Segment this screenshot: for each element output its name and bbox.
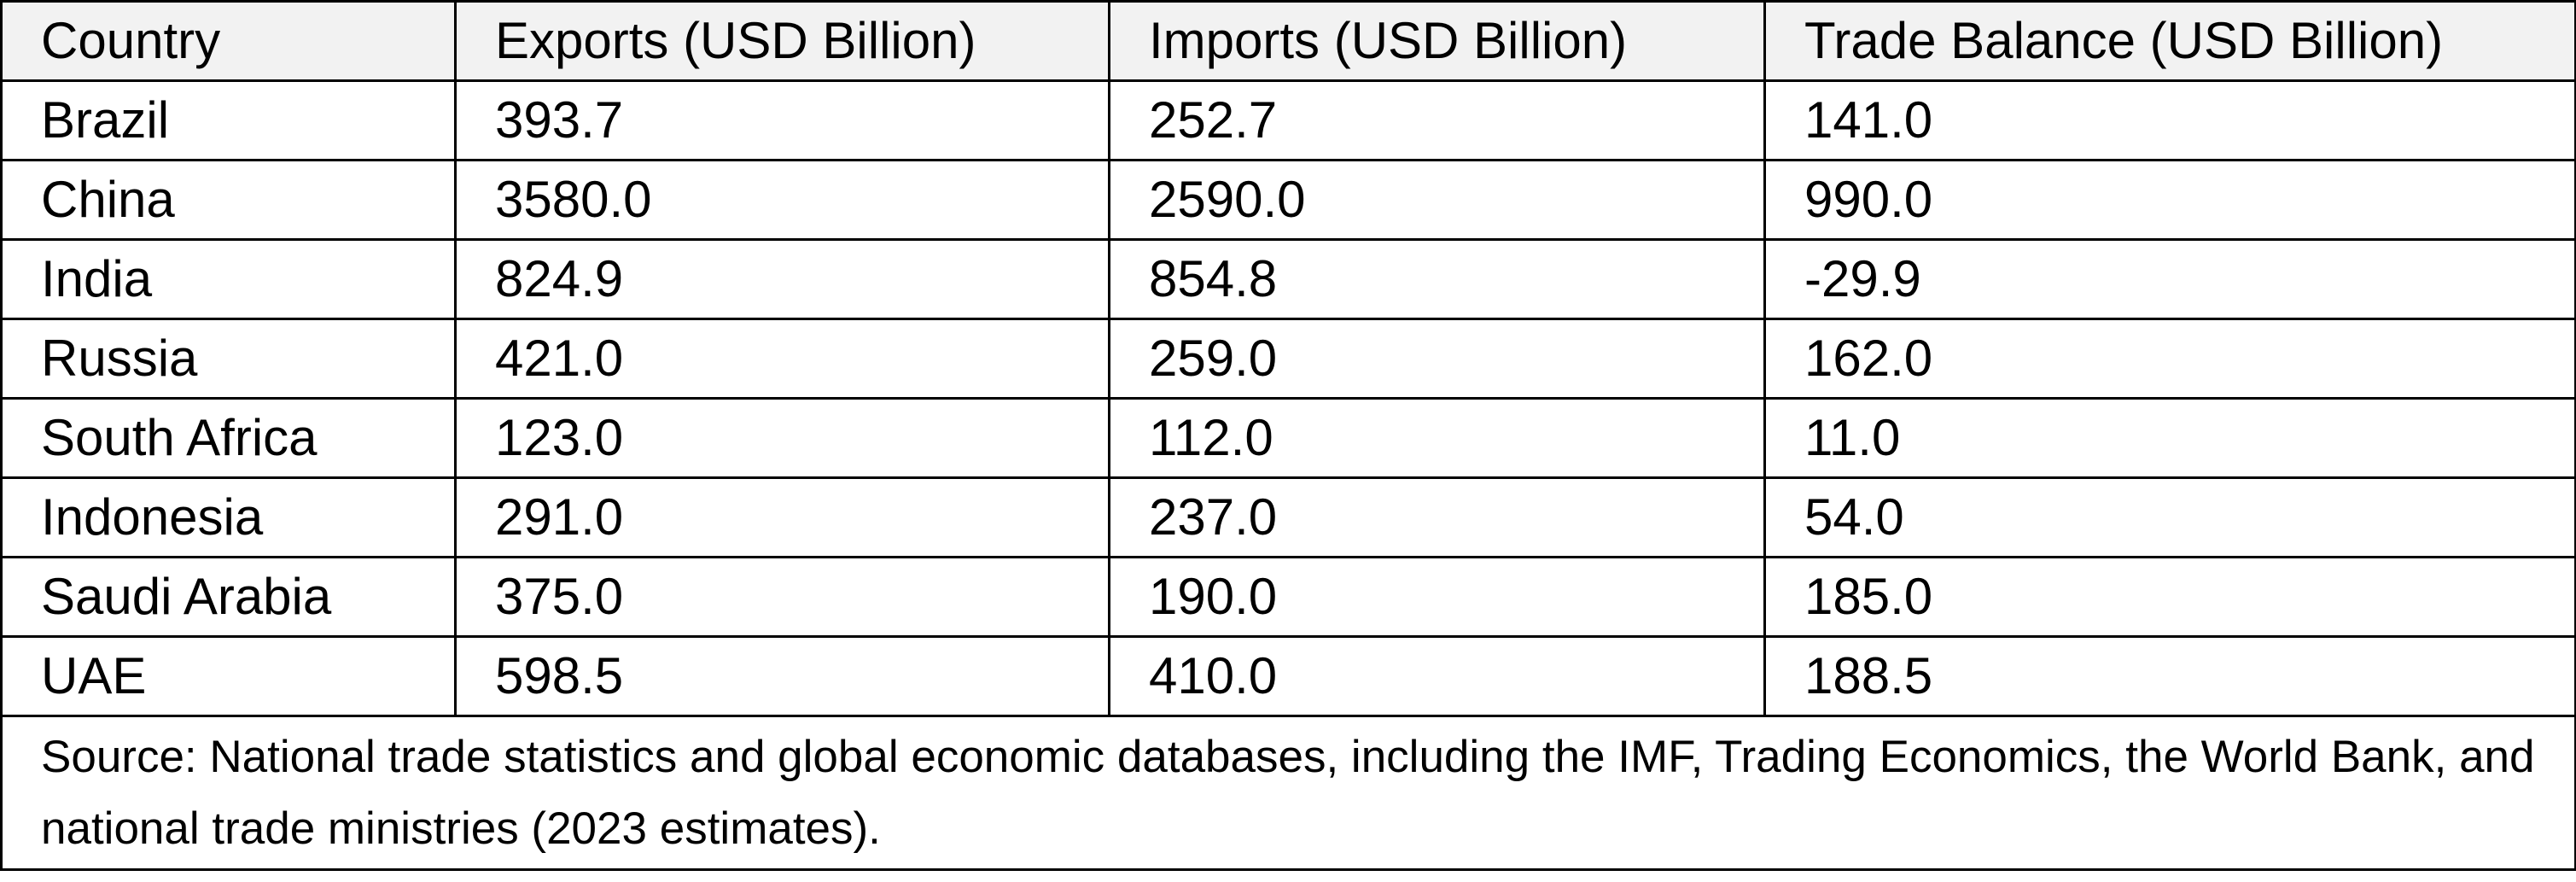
cell-imports: 190.0 [1108,556,1766,638]
cell-exports: 598.5 [454,635,1110,717]
cell-exports: 393.7 [454,79,1110,161]
cell-imports: 237.0 [1108,476,1766,558]
cell-country: China [0,159,457,241]
cell-exports: 824.9 [454,238,1110,320]
table-row: India 824.9 854.8 -29.9 [0,238,2576,320]
cell-country: Indonesia [0,476,457,558]
cell-trade-balance: 990.0 [1763,159,2576,241]
table-row: Saudi Arabia 375.0 190.0 185.0 [0,556,2576,638]
cell-imports: 2590.0 [1108,159,1766,241]
header-trade-balance: Trade Balance (USD Billion) [1763,0,2576,82]
cell-trade-balance: 185.0 [1763,556,2576,638]
table-body: Brazil 393.7 252.7 141.0 China 3580.0 25… [0,79,2576,717]
table-row: China 3580.0 2590.0 990.0 [0,159,2576,241]
header-row: Country Exports (USD Billion) Imports (U… [0,0,2576,82]
header-country: Country [0,0,457,82]
cell-exports: 291.0 [454,476,1110,558]
cell-imports: 854.8 [1108,238,1766,320]
table-row: Indonesia 291.0 237.0 54.0 [0,476,2576,558]
cell-imports: 112.0 [1108,397,1766,479]
cell-country: Brazil [0,79,457,161]
cell-country: UAE [0,635,457,717]
cell-trade-balance: 162.0 [1763,318,2576,400]
table-row: Brazil 393.7 252.7 141.0 [0,79,2576,161]
source-note: Source: National trade statistics and gl… [0,715,2576,871]
cell-country: India [0,238,457,320]
cell-imports: 259.0 [1108,318,1766,400]
cell-country: South Africa [0,397,457,479]
cell-country: Saudi Arabia [0,556,457,638]
cell-country: Russia [0,318,457,400]
cell-imports: 410.0 [1108,635,1766,717]
cell-exports: 421.0 [454,318,1110,400]
cell-trade-balance: 54.0 [1763,476,2576,558]
cell-exports: 375.0 [454,556,1110,638]
table-row: South Africa 123.0 112.0 11.0 [0,397,2576,479]
cell-trade-balance: 188.5 [1763,635,2576,717]
source-row: Source: National trade statistics and gl… [0,715,2576,871]
table-footer: Source: National trade statistics and gl… [0,715,2576,871]
header-imports: Imports (USD Billion) [1108,0,1766,82]
cell-exports: 123.0 [454,397,1110,479]
cell-exports: 3580.0 [454,159,1110,241]
table-row: Russia 421.0 259.0 162.0 [0,318,2576,400]
table-header: Country Exports (USD Billion) Imports (U… [0,0,2576,82]
cell-trade-balance: 141.0 [1763,79,2576,161]
cell-trade-balance: 11.0 [1763,397,2576,479]
cell-imports: 252.7 [1108,79,1766,161]
table-row: UAE 598.5 410.0 188.5 [0,635,2576,717]
header-exports: Exports (USD Billion) [454,0,1110,82]
cell-trade-balance: -29.9 [1763,238,2576,320]
